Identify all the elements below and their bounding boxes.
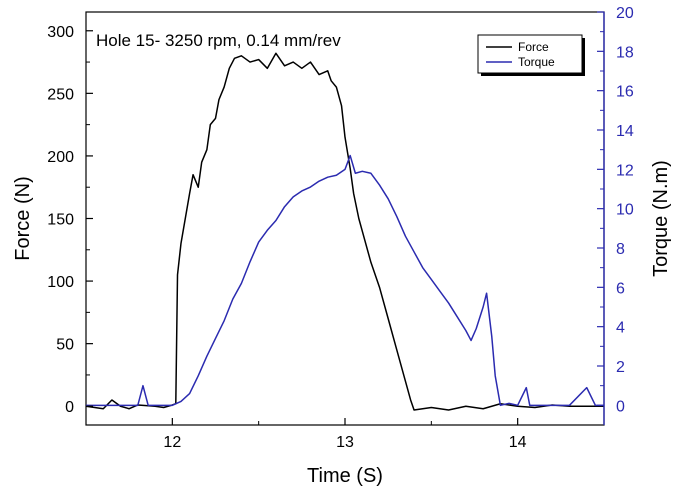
y-right-tick-label: 6 bbox=[616, 280, 625, 297]
y-right-tick-label: 12 bbox=[616, 162, 634, 179]
y-left-tick-label: 100 bbox=[47, 274, 74, 291]
series-line-torque bbox=[86, 154, 604, 407]
y-right-tick-label: 0 bbox=[616, 398, 625, 415]
y-right-tick-label: 8 bbox=[616, 241, 625, 258]
y-right-tick-label: 2 bbox=[616, 359, 625, 376]
y-right-axis-title: Torque (N.m) bbox=[650, 160, 672, 277]
y-right-tick-label: 4 bbox=[616, 320, 625, 337]
chart-annotation: Hole 15- 3250 rpm, 0.14 mm/rev bbox=[96, 31, 341, 50]
series-layer bbox=[86, 52, 604, 411]
y-left-tick-label: 300 bbox=[47, 24, 74, 41]
legend: Force Torque bbox=[477, 34, 585, 76]
legend-box bbox=[477, 34, 583, 74]
y-right-tick-label: 20 bbox=[616, 5, 634, 22]
y-right-axis: 0 2 4 6 8 10 12 14 16 18 20 bbox=[597, 5, 634, 415]
y-right-tick-label: 18 bbox=[616, 44, 634, 61]
x-tick-label: 12 bbox=[163, 434, 181, 451]
y-left-axis: 0 50 100 150 200 250 300 bbox=[47, 24, 93, 416]
series-line-force bbox=[86, 52, 604, 411]
x-tick-label: 13 bbox=[336, 434, 354, 451]
y-left-tick-label: 50 bbox=[56, 337, 74, 354]
legend-label-force: Force bbox=[518, 40, 549, 54]
y-left-tick-label: 150 bbox=[47, 212, 74, 229]
y-right-tick-label: 10 bbox=[616, 202, 634, 219]
y-left-tick-label: 200 bbox=[47, 149, 74, 166]
x-axis: 12 13 14 bbox=[85, 418, 605, 451]
y-left-axis-title: Force (N) bbox=[12, 176, 34, 260]
y-left-tick-label: 250 bbox=[47, 86, 74, 103]
y-right-tick-label: 16 bbox=[616, 84, 634, 101]
y-left-tick-label: 0 bbox=[65, 399, 74, 416]
x-tick-label: 14 bbox=[509, 434, 527, 451]
legend-label-torque: Torque bbox=[518, 55, 555, 69]
y-right-tick-label: 14 bbox=[616, 123, 634, 140]
x-axis-title: Time (S) bbox=[307, 465, 383, 487]
